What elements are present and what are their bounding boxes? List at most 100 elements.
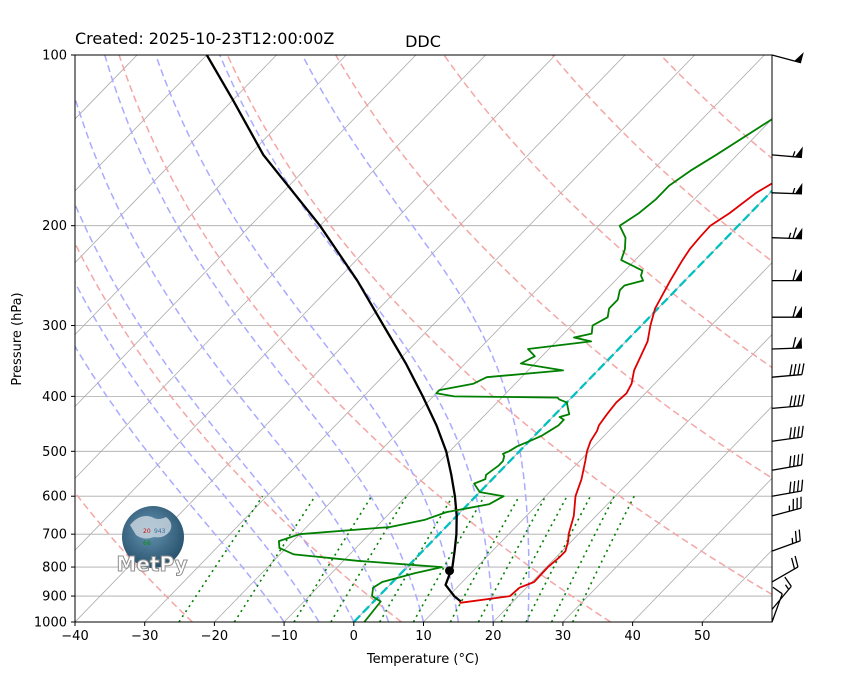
y-tick-label: 900	[42, 590, 67, 605]
plot-area	[75, 55, 772, 622]
wind-barb	[771, 227, 803, 240]
profile-series	[205, 55, 772, 622]
y-tick-label: 700	[42, 528, 67, 543]
y-axis-label: Pressure (hPa)	[10, 292, 25, 385]
wind-barb-full	[793, 480, 796, 493]
x-tick-label: −30	[131, 629, 158, 644]
logo-text: MetPy	[116, 552, 187, 576]
wind-barb-full	[797, 363, 801, 376]
wind-barb-flag	[794, 227, 803, 239]
x-tick-label: 20	[485, 629, 502, 644]
wind-barb-flag	[795, 269, 802, 281]
wind-barb-full	[796, 454, 800, 466]
wind-barb-full	[800, 453, 804, 466]
grid-lines	[75, 55, 772, 622]
moist-adiabats	[75, 55, 530, 622]
wind-barb	[771, 479, 804, 497]
wind-barb-full	[797, 426, 800, 438]
wind-barb-shaft	[771, 154, 802, 159]
dry-adiabat	[768, 55, 772, 59]
wind-barb-shaft	[771, 566, 799, 583]
wind-barb	[771, 363, 805, 378]
wind-barb-shaft	[771, 585, 792, 610]
wind-barb-full	[793, 455, 796, 467]
wind-barb-shaft	[771, 54, 802, 64]
wind-barb-full	[794, 530, 798, 543]
y-tick-label: 300	[42, 319, 67, 334]
wind-barb	[771, 146, 803, 159]
mixing-ratio-line	[412, 495, 486, 622]
dry-adiabat	[75, 241, 402, 622]
mixing-ratio-line	[525, 495, 592, 622]
isotherm-line	[492, 334, 772, 622]
isotherm-line	[283, 118, 772, 622]
isotherm-line	[562, 405, 772, 622]
y-tick-label: 200	[42, 219, 67, 234]
wind-barb	[771, 182, 803, 195]
wind-barb	[772, 269, 802, 282]
wind-barb-full	[789, 481, 792, 494]
wind-barb-full	[794, 555, 799, 568]
isotherm-line	[75, 55, 277, 264]
wind-barb-full	[790, 557, 796, 570]
dry-adiabat	[226, 55, 772, 596]
wind-barb-full	[792, 269, 797, 281]
isotherm-line	[423, 262, 772, 622]
dewpoint-line	[278, 118, 772, 622]
wind-barb-half	[792, 151, 796, 157]
metpy-logo: 20 943 68 MetPy	[116, 506, 188, 577]
isotherm-line	[75, 55, 347, 336]
wind-barb-full	[772, 586, 783, 595]
wind-barb-full	[798, 529, 801, 541]
wind-barb-half	[792, 187, 796, 194]
y-tick-label: 100	[42, 49, 67, 64]
wind-barb-flag	[795, 306, 802, 318]
wind-barb	[771, 586, 783, 623]
globe-land-icon	[130, 516, 172, 539]
x-tick-label: 50	[694, 629, 711, 644]
wind-barb-full	[801, 425, 804, 438]
x-tick-label: −40	[61, 629, 88, 644]
moist-adiabat	[75, 95, 390, 622]
wind-barb	[771, 52, 804, 64]
wind-barb-full	[801, 363, 805, 375]
moist-adiabat	[75, 344, 285, 622]
x-tick-label: −20	[201, 629, 228, 644]
wind-barb-full	[793, 363, 797, 376]
wind-barb-shaft	[771, 540, 801, 552]
moist-adiabat	[301, 55, 530, 622]
wind-barb-flag	[794, 182, 803, 194]
y-tick-label: 1000	[34, 616, 67, 631]
axes: −40 −30 −20 −10 0 10 20 30 40 50 100 200 300 400 500 60…	[34, 49, 711, 645]
x-tick-label: 0	[350, 629, 358, 644]
moist-adiabat	[75, 280, 320, 622]
mixing-ratio-line	[293, 495, 373, 622]
zero-isotherm-line	[352, 189, 772, 622]
wind-barb	[771, 394, 805, 410]
mixing-ratio-line	[233, 495, 316, 622]
wind-barb-full	[792, 306, 797, 318]
wind-barb	[771, 336, 803, 350]
wind-barb-full	[789, 455, 792, 468]
wind-barb-shaft	[771, 373, 802, 378]
dry-adiabat	[551, 55, 772, 263]
x-tick-label: 10	[415, 629, 432, 644]
moist-adiabat	[155, 55, 460, 622]
wind-barb-shaft	[771, 464, 802, 471]
dry-adiabat	[118, 55, 612, 622]
wind-barb	[772, 306, 802, 318]
isotherm-line	[214, 55, 765, 622]
wind-barb-flag	[794, 146, 803, 158]
wind-barb-half	[784, 584, 790, 590]
logo-globe-label-2: 943	[154, 528, 166, 535]
x-axis-label: Temperature (°C)	[366, 652, 479, 667]
mixing-ratio-lines	[178, 495, 635, 622]
temperature-line	[459, 182, 772, 604]
created-label: Created: 2025-10-23T12:00:00Z	[75, 29, 334, 48]
mixing-ratio-line	[330, 495, 408, 622]
wind-barb-full	[801, 394, 805, 406]
mixing-ratio-line	[449, 495, 520, 622]
wind-barb-full	[789, 364, 793, 376]
wind-barb-shaft	[771, 347, 803, 350]
